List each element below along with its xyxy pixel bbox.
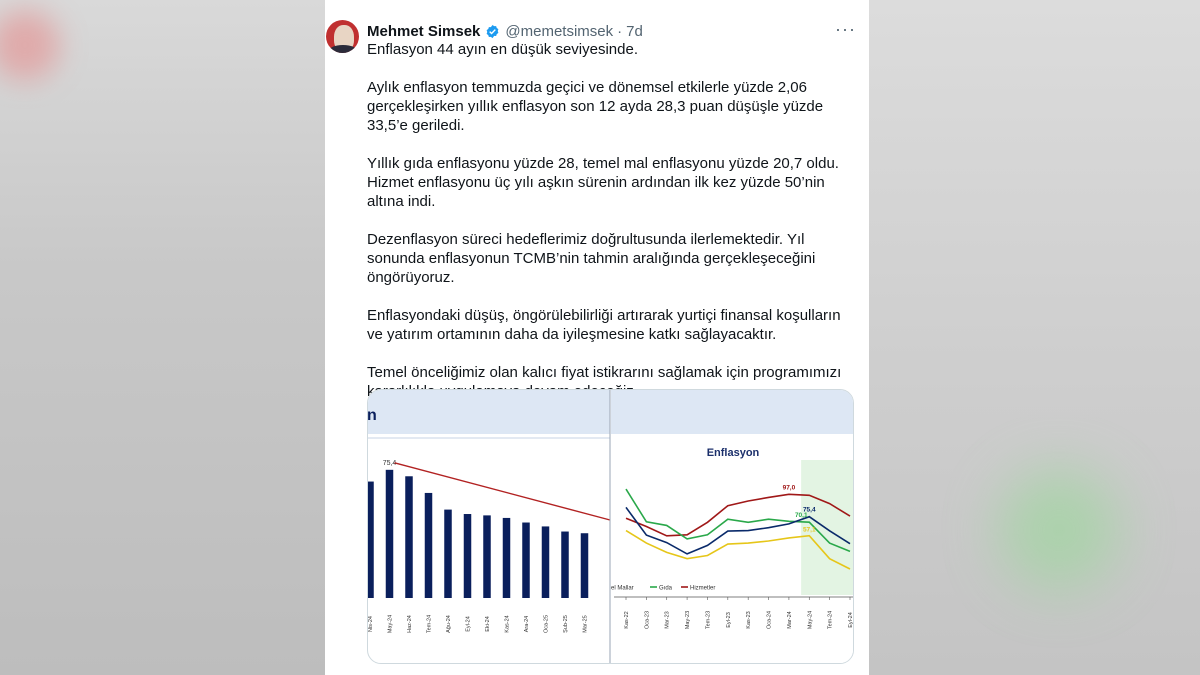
series-line <box>625 493 851 537</box>
bar <box>463 514 472 598</box>
x-tick-label: Kas-22 <box>624 611 630 628</box>
x-tick-label: Eyl-23 <box>726 612 732 628</box>
x-tick-label: Eyl-24 <box>848 612 853 628</box>
bar <box>368 481 374 598</box>
x-tick-label: Ağu-24 <box>446 615 452 633</box>
tweet-header: Mehmet Simsek @memetsimsek · 7d <box>367 21 643 41</box>
bar <box>502 517 511 598</box>
bar <box>561 531 569 598</box>
bar-data-label: 75,4 <box>383 460 397 467</box>
avatar[interactable] <box>326 20 359 53</box>
separator-dot: · <box>617 22 623 40</box>
background-left <box>0 0 325 675</box>
line-data-label: 75,4 <box>803 507 816 514</box>
x-tick-label: May-24 <box>807 611 813 629</box>
author-handle[interactable]: @memetsimsek <box>505 22 614 40</box>
line-data-label: 70,1 <box>795 512 808 519</box>
x-tick-label: Eyl-24 <box>466 616 472 632</box>
more-options-icon[interactable]: ··· <box>835 19 856 39</box>
tweet-text: Enflasyon 44 ayın en düşük seviyesinde. … <box>367 40 852 420</box>
left-panel-title: n <box>368 407 377 424</box>
x-tick-label: Nis-24 <box>368 616 374 632</box>
x-tick-label: Mar-23 <box>665 611 671 628</box>
x-tick-label: Eki-24 <box>485 616 491 632</box>
bar <box>541 526 550 598</box>
x-tick-label: Ara-24 <box>524 616 530 633</box>
verified-badge-icon <box>487 24 499 38</box>
x-tick-label: Şub-25 <box>563 615 569 633</box>
trend-line <box>394 462 611 521</box>
x-tick-label: Mar-24 <box>787 611 793 628</box>
forecast-shading <box>801 460 853 595</box>
tweet-paragraph: Aylık enflasyon temmuzda geçici ve dönem… <box>367 79 824 134</box>
tweet-paragraph: Yıllık gıda enflasyonu yüzde 28, temel m… <box>367 155 839 210</box>
x-tick-label: Oca-25 <box>544 615 550 633</box>
line-data-label: 97,0 <box>783 484 796 491</box>
x-tick-label: Mar-25 <box>583 615 589 632</box>
x-tick-label: Oca-24 <box>767 611 773 629</box>
x-tick-label: Kas-24 <box>505 615 511 632</box>
legend-label: Hizmetler <box>690 586 715 592</box>
series-line <box>625 488 851 553</box>
tweet-time[interactable]: 7d <box>626 22 643 40</box>
tweet-paragraph: Enflasyon 44 ayın en düşük seviyesinde. <box>367 41 639 58</box>
chart-title: Enflasyon <box>707 447 760 459</box>
legend-label: Gıda <box>659 586 673 592</box>
bar <box>580 533 589 598</box>
tweet-paragraph: Dezenflasyon süreci hedeflerimiz doğrult… <box>367 231 816 286</box>
background-blur <box>999 470 1119 590</box>
bar <box>424 492 433 598</box>
bar <box>522 522 530 598</box>
author-name[interactable]: Mehmet Simsek <box>367 22 481 40</box>
avatar-suit <box>328 45 358 53</box>
tweet-paragraph: Enflasyondaki düşüş, öngörülebilirliği a… <box>367 307 841 343</box>
tweet-media-image[interactable]: n Nis-24 May-24 Haz-24 Tem-24 Ağu-24 Eyl-24 Eki… <box>367 389 854 664</box>
line-data-label: 57,1 <box>803 527 816 534</box>
series-line <box>625 529 851 570</box>
bar <box>385 469 394 598</box>
avatar-face <box>334 25 354 51</box>
bar <box>483 515 491 598</box>
x-tick-label: Tem-24 <box>427 615 433 633</box>
x-tick-label: Oca-23 <box>644 611 650 629</box>
left-panel-header <box>368 390 610 434</box>
x-tick-label: Kas-23 <box>746 611 752 628</box>
bar <box>444 509 452 598</box>
inflation-charts: n Nis-24 May-24 Haz-24 Tem-24 Ağu-24 Eyl-24 Eki… <box>368 390 853 663</box>
series-line <box>625 506 851 555</box>
right-panel-header <box>611 390 853 434</box>
x-tick-label: Tem-23 <box>705 611 711 629</box>
x-tick-label: Tem-24 <box>828 611 834 629</box>
background-blur <box>0 10 60 80</box>
x-tick-label: Haz-24 <box>407 615 413 633</box>
legend-label: el Mallar <box>611 586 634 592</box>
background-right <box>869 0 1200 675</box>
x-tick-label: May-23 <box>685 611 691 629</box>
x-tick-label: May-24 <box>388 615 394 633</box>
bar <box>405 476 413 598</box>
